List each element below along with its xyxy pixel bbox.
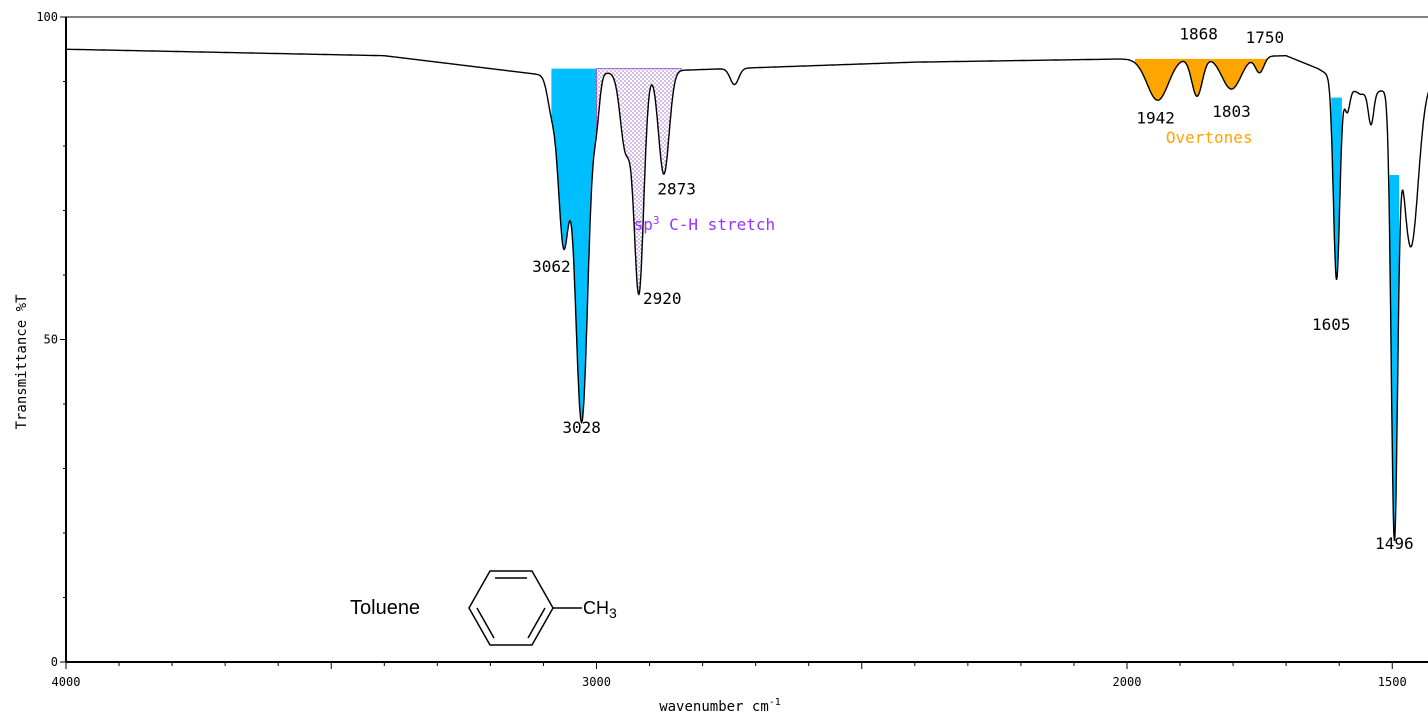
sp3-ch-stretch-label: sp3 C-H stretch <box>634 214 775 234</box>
spectrum-layer <box>66 48 1428 542</box>
x-tick-label: 1500 <box>1378 675 1407 689</box>
peak-label-1750: 1750 <box>1246 28 1285 47</box>
y-axis-title: Transmittance %T <box>14 294 30 429</box>
x-axis-title-sup: -1 <box>769 697 781 708</box>
peak-label-1496: 1496 <box>1375 534 1414 553</box>
peak-label-2873: 2873 <box>657 179 696 198</box>
annotation-overtones: Overtones <box>1166 128 1253 147</box>
peak-label-3028: 3028 <box>562 418 601 437</box>
shaded-region-c-c-1496 <box>1389 175 1400 541</box>
shaded-region-c-c-1605 <box>1331 97 1342 280</box>
methyl-ch: CH <box>583 598 609 618</box>
peak-label-1868: 1868 <box>1179 25 1218 44</box>
y-tick-label: 0 <box>51 655 58 669</box>
benzene-ring-icon <box>468 570 554 646</box>
x-axis-title-text: wavenumber cm <box>659 699 769 715</box>
x-tick-label: 2000 <box>1113 675 1142 689</box>
sp3-label-sup: 3 <box>653 214 660 227</box>
sp3-label-rest: C-H stretch <box>660 215 776 234</box>
y-tick-label: 50 <box>44 333 58 347</box>
peak-label-2920: 2920 <box>643 289 682 308</box>
sp3-label-prefix: sp <box>634 215 653 234</box>
methyl-group-label: CH3 <box>583 598 617 621</box>
peak-label-1942: 1942 <box>1136 108 1175 127</box>
peak-label-3062: 3062 <box>532 257 571 276</box>
x-tick-label: 3000 <box>582 675 611 689</box>
x-axis-title: wavenumber cm-1 <box>659 697 781 715</box>
ticks: 40003000200015001000500050100 <box>36 10 1407 689</box>
toluene-structure: Toluene CH3 <box>350 570 617 646</box>
y-tick-label: 100 <box>36 10 58 24</box>
ring-double-bond <box>527 607 546 639</box>
ring-double-bond <box>476 607 495 639</box>
shaded-region-overtones <box>1135 58 1273 101</box>
annotations: 3062 3028 2920 2873 1942 1868 1803 1750 1605 1496… <box>532 25 1414 554</box>
peak-label-1605: 1605 <box>1312 315 1351 334</box>
spectrum-line <box>66 48 1428 542</box>
methyl-sub: 3 <box>609 605 617 621</box>
peak-label-1803: 1803 <box>1212 102 1251 121</box>
shaded-region-aromatic-ch <box>551 68 597 423</box>
shaded-regions <box>551 58 1400 541</box>
x-tick-label: 4000 <box>52 675 81 689</box>
molecule-name: Toluene <box>350 597 420 619</box>
